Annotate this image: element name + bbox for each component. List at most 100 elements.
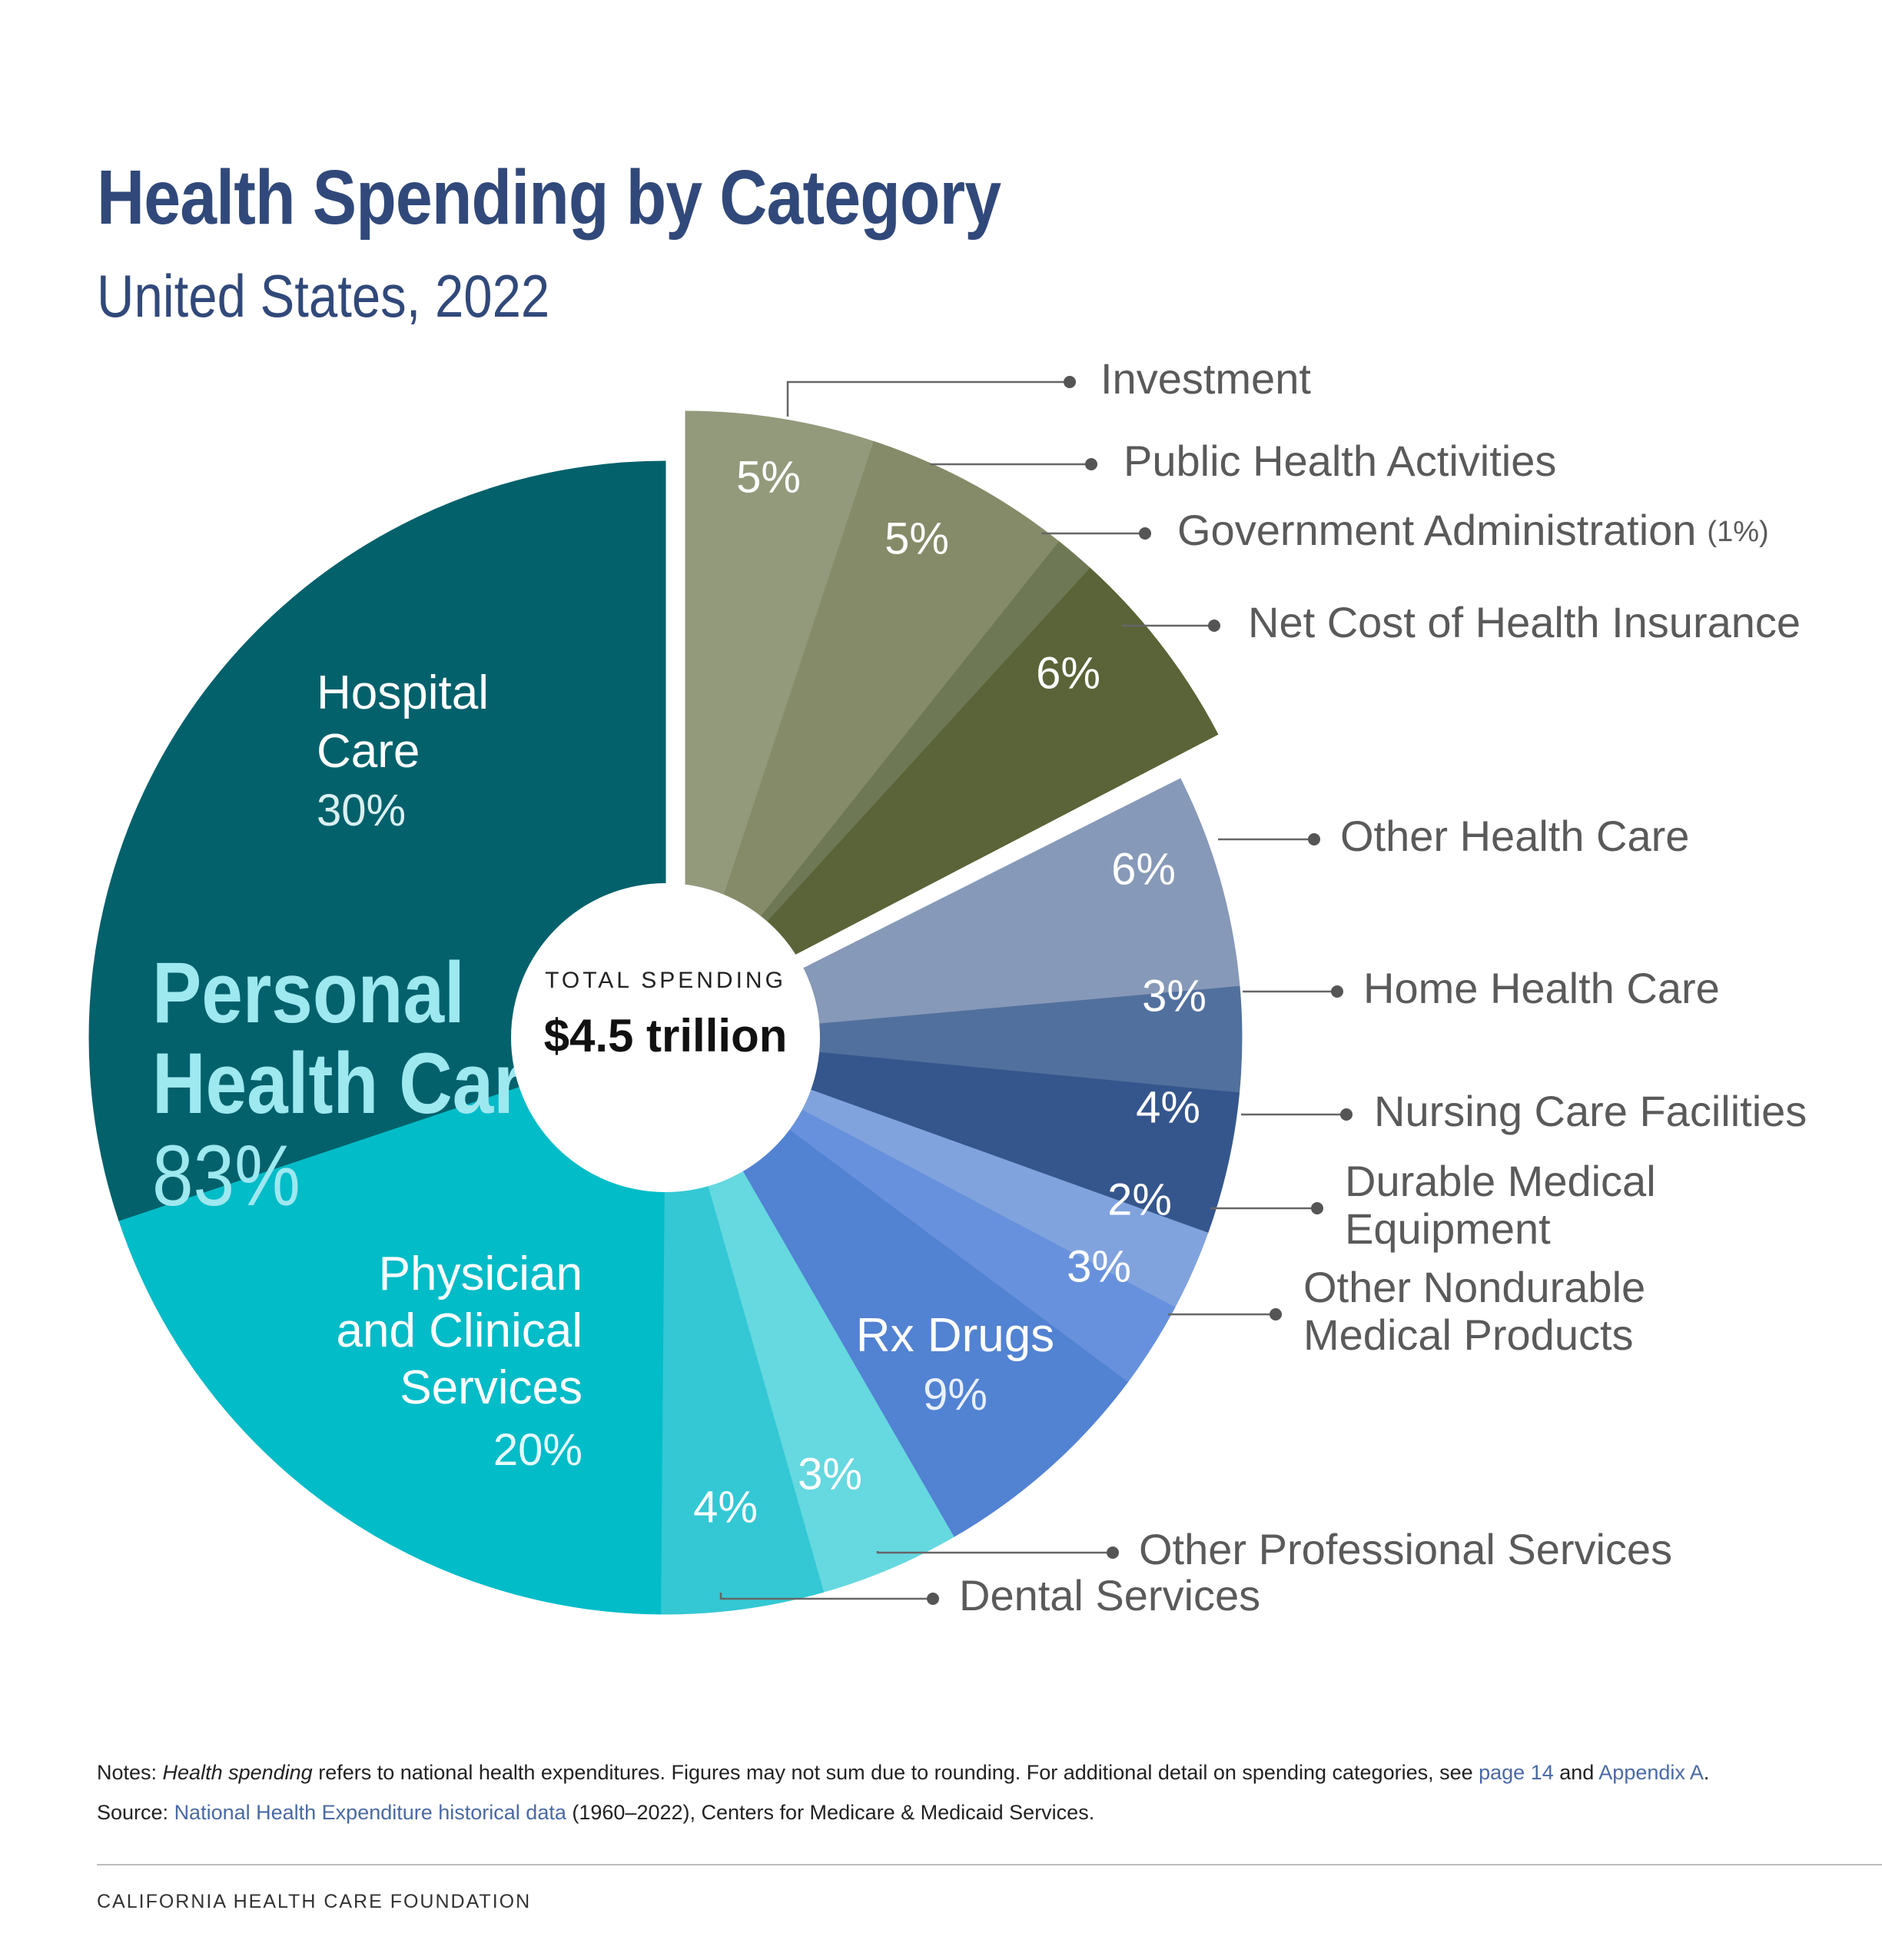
label-physician-line: Services [400,1361,583,1414]
callout-other_prof-line: Other Professional Services [1139,1525,1672,1573]
center-value: $4.5 trillion [544,1010,788,1061]
footer-divider [97,1864,1882,1865]
label-personal-pct: 83% [152,1128,300,1224]
label-hospital-care-line: Care [317,725,420,778]
label-personal-health-care: Personal Health Care [152,945,563,1131]
label-physician-line: and Clinical [336,1304,583,1357]
leader-dot-nondurable [1270,1308,1282,1321]
label-personal-pct-line: 83% [152,1128,300,1224]
callout-public_health-line: Public Health Activities [1124,437,1556,485]
leader-dot-public_health [1085,458,1097,470]
callout-dme: Durable Medical Equipment [1345,1157,1656,1253]
slice-net-cost-of-health-insurance [685,567,1219,1012]
leader-line-investment [786,380,1070,417]
callout-dental-line: Dental Services [959,1571,1260,1619]
callout-nondurable-line: Other Nondurable [1303,1263,1645,1311]
footer-org: CALIFORNIA HEALTH CARE FOUNDATION [97,1891,532,1912]
chart-title: Health Spending by Category [97,154,1001,241]
label-physician-pct-line: 20% [493,1425,583,1475]
label-rx-pct: 9% [923,1370,987,1420]
pct-label-durable-medical-equipment: 2% [1107,1174,1172,1224]
source-line: Source: National Health Expenditure hist… [97,1792,1826,1832]
leader-dot-other_hc [1308,833,1320,845]
pct-label-other-health-care: 6% [1111,844,1176,894]
label-rx-pct-line: 9% [923,1370,987,1420]
label-physician: Physician and Clinical Services [336,1247,583,1414]
leader-dot-home_health [1331,985,1343,998]
leader-lines [719,376,1353,1605]
callout-home_health-line: Home Health Care [1363,964,1720,1012]
notes-end: . [1703,1761,1710,1784]
leader-dot-net_cost [1208,620,1220,632]
label-rx-drugs: Rx Drugs [856,1309,1054,1362]
callout-nursing-line: Nursing Care Facilities [1374,1087,1807,1135]
pct-label-net-cost-of-health-insurance: 6% [1036,648,1100,698]
leader-dot-nursing [1340,1108,1353,1121]
pct-label-investment: 5% [736,452,801,502]
callout-nursing: Nursing Care Facilities [1374,1087,1807,1135]
callout-dme-line: Equipment [1345,1204,1551,1253]
label-hospital-pct: 30% [317,786,406,835]
chart-subtitle: United States, 2022 [97,262,550,330]
slice-investment [685,410,875,1012]
source-label: Source: [97,1801,174,1824]
label-personal-health-care-line: Personal [152,945,465,1041]
slice-rx-drugs [665,1037,1128,1538]
callout-gov_admin: Government Administration (1%) [1177,506,1769,554]
label-physician-line: Physician [379,1247,583,1301]
callout-investment: Investment [1100,354,1311,403]
pct-label-nursing-care-facilities: 4% [1136,1082,1200,1132]
label-hospital-care: Hospital Care [317,666,489,778]
callout-other_hc-line: Other Health Care [1340,812,1689,860]
callout-home_health: Home Health Care [1363,964,1720,1012]
pie-chart: 5% 5% 6% 6% 3% 4% 2% 3% 3% 4% Investment Public He… [88,354,1807,1619]
notes-label: Notes: [97,1761,163,1784]
slice-public-health-activities [685,440,1060,1012]
leader-line-dental [719,1593,933,1600]
callout-gov_admin-line: Government Administration [1177,506,1696,554]
leader-line-other_prof [876,1551,1113,1554]
callout-net_cost-line: Net Cost of Health Insurance [1248,598,1801,646]
notes-text: refers to national health expenditures. … [312,1761,1479,1784]
appendix-a-link[interactable]: Appendix A [1598,1761,1704,1784]
notes-line: Notes: Health spending refers to nationa… [97,1752,1826,1792]
callout-other_prof: Other Professional Services [1139,1525,1672,1573]
notes-and: and [1553,1761,1599,1784]
notes-block: Notes: Health spending refers to nationa… [97,1752,1826,1832]
callout-nondurable-line: Medical Products [1303,1311,1634,1359]
gov-admin-pct: (1%) [1707,516,1768,548]
center-label: TOTAL SPENDING [545,968,786,993]
center-hole [511,883,820,1192]
leader-dot-dme [1311,1202,1323,1214]
source-text: (1960–2022), Centers for Medicare & Medi… [566,1801,1095,1824]
label-hospital-pct-line: 30% [317,786,406,835]
slice-other-professional-services [665,1037,954,1593]
callout-dental: Dental Services [959,1571,1260,1619]
leader-dot-gov_admin [1139,527,1151,540]
slice-physician-and-clinical-services [118,1037,666,1615]
callout-nondurable: Other Nondurable Medical Products [1303,1263,1645,1359]
callout-net_cost: Net Cost of Health Insurance [1248,598,1801,646]
label-personal-health-care-line: Health Care [152,1035,563,1131]
callout-dme-line: Durable Medical [1345,1157,1656,1205]
notes-term: Health spending [162,1761,313,1784]
callout-investment-line: Investment [1100,354,1311,403]
pct-label-public-health-activities: 5% [885,513,949,563]
pct-label-dental-services: 4% [693,1482,758,1532]
nhe-data-link[interactable]: National Health Expenditure historical d… [174,1801,566,1824]
page-14-link[interactable]: page 14 [1479,1761,1554,1784]
slice-other-health-care [665,778,1240,1038]
leader-dot-investment [1064,376,1076,388]
pct-label-other-professional-services: 3% [798,1449,862,1499]
callout-labels: Investment Public Health Activities Govern… [959,354,1807,1619]
pct-label-other-nondurable-medical-products: 3% [1067,1241,1131,1291]
callout-other_hc: Other Health Care [1340,812,1689,860]
leader-dot-dental [927,1593,939,1605]
label-physician-pct: 20% [493,1425,583,1475]
callout-public_health: Public Health Activities [1124,437,1556,485]
label-rx-drugs-line: Rx Drugs [856,1309,1054,1362]
inside-labels: Hospital Care 30% Physician and Clinical Serv… [152,666,1054,1475]
leader-dot-other_prof [1107,1546,1119,1559]
label-hospital-care-line: Hospital [317,666,489,719]
percent-labels: 5% 5% 6% 6% 3% 4% 2% 3% 3% 4% [693,452,1207,1532]
